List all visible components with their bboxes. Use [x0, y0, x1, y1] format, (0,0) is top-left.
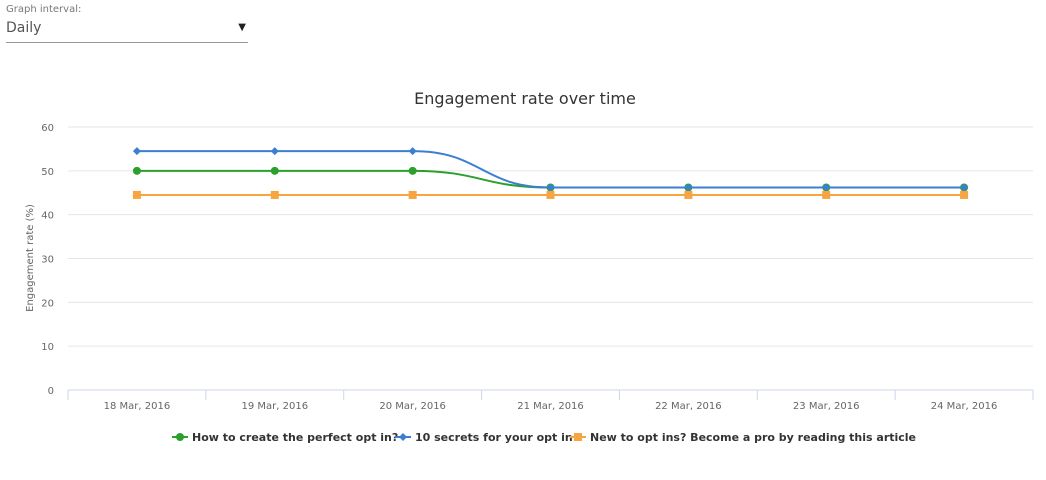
- data-point: [684, 183, 693, 192]
- graph-interval-label: Graph interval:: [6, 4, 82, 15]
- data-point: [270, 166, 279, 175]
- y-tick-label: 40: [41, 211, 54, 222]
- y-tick-label: 60: [41, 123, 54, 134]
- legend-marker-icon: [399, 433, 407, 441]
- data-point: [960, 183, 969, 192]
- x-tick-label: 19 Mar, 2016: [241, 401, 308, 412]
- legend-marker-icon: [574, 433, 582, 441]
- graph-interval-select[interactable]: Daily ▼: [6, 20, 248, 43]
- data-point: [132, 147, 141, 156]
- data-point: [684, 190, 693, 199]
- data-point: [546, 190, 555, 199]
- x-tick-label: 21 Mar, 2016: [517, 401, 584, 412]
- data-point: [408, 190, 417, 199]
- chart-title: Engagement rate over time: [414, 89, 636, 108]
- data-point: [822, 190, 831, 199]
- data-point: [408, 147, 417, 156]
- series-1: [132, 147, 969, 192]
- y-tick-label: 30: [41, 255, 54, 266]
- x-tick-label: 18 Mar, 2016: [104, 401, 171, 412]
- x-tick-label: 24 Mar, 2016: [931, 401, 998, 412]
- graph-interval: Graph interval: Daily ▼: [6, 4, 248, 43]
- y-tick-label: 0: [48, 386, 54, 397]
- legend-item[interactable]: New to opt ins? Become a pro by reading …: [570, 431, 916, 444]
- data-point: [132, 166, 141, 175]
- legend-label: 10 secrets for your opt in: [415, 431, 573, 444]
- x-tick-label: 22 Mar, 2016: [655, 401, 722, 412]
- data-point: [270, 147, 279, 156]
- y-tick-label: 50: [41, 167, 54, 178]
- legend-item[interactable]: 10 secrets for your opt in: [395, 431, 573, 444]
- data-point: [960, 190, 969, 199]
- y-tick-label: 10: [41, 342, 54, 353]
- series-line: [136, 150, 965, 189]
- y-tick-label: 20: [41, 298, 54, 309]
- legend-label: How to create the perfect opt in?: [192, 431, 398, 444]
- x-tick-label: 20 Mar, 2016: [379, 401, 446, 412]
- data-point: [132, 190, 141, 199]
- legend-marker-icon: [176, 433, 184, 441]
- graph-interval-value: Daily: [6, 20, 42, 36]
- data-point: [546, 183, 555, 192]
- legend-item[interactable]: How to create the perfect opt in?: [172, 431, 398, 444]
- data-point: [408, 166, 417, 175]
- legend-label: New to opt ins? Become a pro by reading …: [590, 431, 916, 444]
- caret-down-icon: ▼: [238, 22, 246, 33]
- data-point: [822, 183, 831, 192]
- x-tick-label: 23 Mar, 2016: [793, 401, 860, 412]
- data-point: [270, 190, 279, 199]
- series-2: [132, 190, 969, 199]
- y-axis-label: Engagement rate (%): [25, 204, 36, 312]
